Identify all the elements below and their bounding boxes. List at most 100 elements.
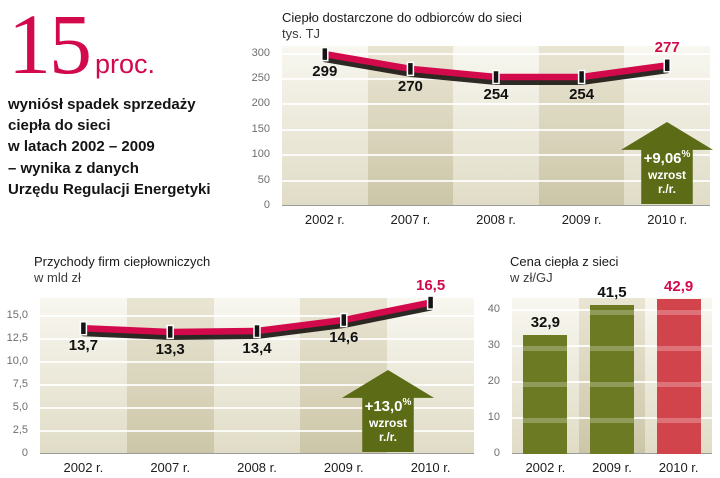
bar-value-label: 42,9 xyxy=(664,278,694,296)
y-tick-label: 0 xyxy=(493,447,500,459)
grid-line xyxy=(282,179,710,182)
plot-band xyxy=(126,298,214,454)
headline-line: Urzędu Regulacji Energetyki xyxy=(8,180,211,198)
chart-subtitle: tys. TJ xyxy=(282,26,321,41)
badge-label: wzrost xyxy=(368,415,407,430)
grid-line xyxy=(282,154,710,157)
x-tick-label: 2008 r. xyxy=(476,212,516,227)
y-tick-label: 150 xyxy=(251,122,270,135)
y-tick-label: 7,5 xyxy=(12,378,28,391)
x-tick-label: 2009 r. xyxy=(323,460,364,475)
bar xyxy=(590,304,634,454)
chart-heat-delivered: Ciepło dostarczone do odbiorców do sieci… xyxy=(236,10,716,242)
grid-line xyxy=(40,407,474,410)
data-point-label: 13,7 xyxy=(68,337,98,355)
y-tick-label: 0 xyxy=(263,199,270,211)
badge-value: +13,0% xyxy=(364,397,412,415)
y-tick-label: 10,0 xyxy=(6,355,28,368)
data-point-marker xyxy=(426,295,435,310)
headline-line: ciepła do sieci xyxy=(8,116,111,134)
x-tick-label: 2007 r. xyxy=(150,460,191,475)
x-axis: 2002 r. 2009 r. 2010 r. xyxy=(512,458,712,476)
y-axis: 0 10 20 30 40 xyxy=(487,298,506,459)
grid-line xyxy=(282,52,710,55)
plot-area: 299 270 254 254 277 xyxy=(282,39,710,206)
data-point-marker xyxy=(166,324,174,340)
plot-band xyxy=(282,46,368,206)
line-series xyxy=(321,46,671,85)
y-tick-label: 20 xyxy=(487,374,500,387)
x-tick-label: 2002 r. xyxy=(525,460,566,475)
headline-line: w latach 2002 – 2009 xyxy=(8,138,155,156)
data-point-label: 16,5 xyxy=(415,276,446,294)
percent-sign: % xyxy=(402,397,412,408)
data-point-label: 270 xyxy=(397,77,423,95)
x-axis: 2002 r. 2007 r. 2008 r. 2009 r. 2010 r. xyxy=(40,458,474,476)
badge-label: r./r. xyxy=(657,181,677,196)
y-tick-label: 300 xyxy=(251,46,270,59)
y-axis: 0 50 100 150 200 250 300 xyxy=(236,46,276,211)
data-point-label: 13,4 xyxy=(242,340,272,358)
y-tick-label: 0 xyxy=(21,447,28,459)
y-tick-label: 250 xyxy=(251,72,270,85)
y-tick-label: 50 xyxy=(257,173,270,186)
headline-line: wyniósł spadek sprzedaży xyxy=(8,95,196,113)
headline-line: – wynika z danych xyxy=(8,159,139,177)
headline: 15 proc. wyniósł spadek sprzedaży ciepła… xyxy=(8,0,282,200)
badge-value: +9,06% xyxy=(643,149,691,167)
grid-line xyxy=(282,128,710,131)
data-point-label: 277 xyxy=(654,39,680,57)
y-tick-label: 200 xyxy=(251,97,270,110)
grid-line xyxy=(40,338,474,341)
grid-line xyxy=(40,384,474,387)
headline-number: 15 xyxy=(8,0,92,92)
y-axis: 0 2,5 5,0 7,5 10,0 12,5 15,0 xyxy=(6,298,34,459)
chart-heat-price: Cena ciepła z sieci w zł/GJ 0 10 20 30 40 32… xyxy=(488,254,716,478)
y-tick-label: 10 xyxy=(487,410,500,423)
headline-unit: proc. xyxy=(95,49,156,79)
x-axis-line xyxy=(40,453,474,454)
x-tick-label: 2009 r. xyxy=(561,212,602,227)
grid-line xyxy=(40,315,474,318)
x-tick-label: 2007 r. xyxy=(390,212,431,227)
headline-text: wyniósł spadek sprzedaży ciepła do sieci… xyxy=(8,94,282,200)
x-tick-label: 2008 r. xyxy=(237,460,277,475)
data-point-label: 14,6 xyxy=(329,329,359,347)
bar xyxy=(656,299,701,454)
x-tick-label: 2002 r. xyxy=(304,212,345,227)
data-point-marker xyxy=(577,69,586,85)
y-tick-label: 15,0 xyxy=(6,309,28,322)
data-point-marker xyxy=(663,58,671,73)
data-point-label: 13,3 xyxy=(155,340,185,358)
badge-label: r./r. xyxy=(378,429,398,444)
data-point-marker xyxy=(253,323,261,339)
line-series xyxy=(79,295,435,340)
data-point-marker xyxy=(406,61,415,77)
grid-line xyxy=(282,103,710,106)
grid-line xyxy=(40,361,474,364)
chart-title: Przychody firm ciepłowniczych xyxy=(34,254,211,269)
headline-figure: 15 proc. xyxy=(8,0,282,92)
x-tick-label: 2002 r. xyxy=(63,460,104,475)
y-tick-label: 2,5 xyxy=(12,424,28,437)
x-tick-label: 2010 r. xyxy=(647,212,688,227)
data-point-label: 299 xyxy=(312,63,338,81)
y-tick-label: 12,5 xyxy=(6,332,28,345)
data-point-marker xyxy=(492,69,500,85)
chart-subtitle: w zł/GJ xyxy=(510,270,553,285)
chart-revenue: Przychody firm ciepłowniczych w mld zł 0… xyxy=(6,254,482,478)
y-tick-label: 100 xyxy=(251,148,270,161)
plot-area: 13,7 13,3 13,4 14,6 16,5 xyxy=(40,277,474,454)
y-tick-label: 40 xyxy=(487,302,500,315)
bar-value-label: 41,5 xyxy=(597,283,627,301)
x-axis-line xyxy=(282,205,710,206)
x-tick-label: 2010 r. xyxy=(410,460,451,475)
x-tick-label: 2009 r. xyxy=(592,460,632,475)
data-point-marker xyxy=(79,321,88,336)
bar xyxy=(523,335,568,454)
data-point-marker xyxy=(340,312,348,328)
chart-title: Cena ciepła z sieci xyxy=(510,254,619,269)
x-tick-label: 2010 r. xyxy=(658,460,699,475)
plot-area: 32,9 41,5 42,9 xyxy=(512,278,712,454)
